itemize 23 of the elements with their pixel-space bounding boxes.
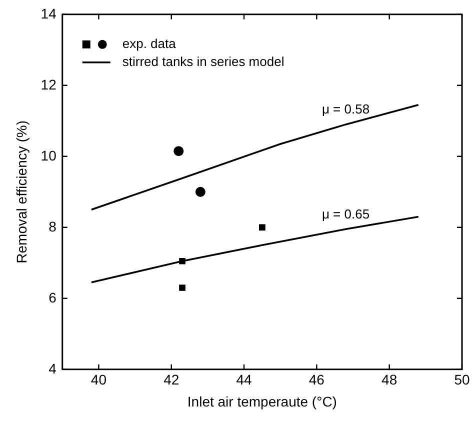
legend-label: exp. data [122,36,177,51]
x-tick-label: 46 [308,372,325,388]
x-tick-label: 44 [236,372,252,388]
x-tick-label: 40 [90,372,107,388]
y-tick-label: 10 [40,147,57,164]
y-tick-label: 8 [48,218,57,234]
y-tick-label: 6 [48,289,57,306]
point [179,258,186,264]
point [174,146,184,156]
legend-label: stirred tanks in series model [122,54,284,69]
x-tick-label: 42 [164,372,180,388]
x-tick-label: 50 [454,372,470,388]
y-axis-title: Removal efficiency (%) [13,120,30,264]
point [259,224,266,231]
y-tick-label: 12 [40,76,57,92]
annotation: μ = 0.58 [322,102,370,117]
x-tick-label: 48 [382,372,398,388]
y-tick-label: 14 [40,5,57,22]
point [179,284,186,291]
annotation: μ = 0.65 [322,206,370,222]
point [195,186,206,197]
y-tick-label: 4 [48,360,57,376]
x-axis-title: Inlet air temperaute (°C) [187,393,337,410]
